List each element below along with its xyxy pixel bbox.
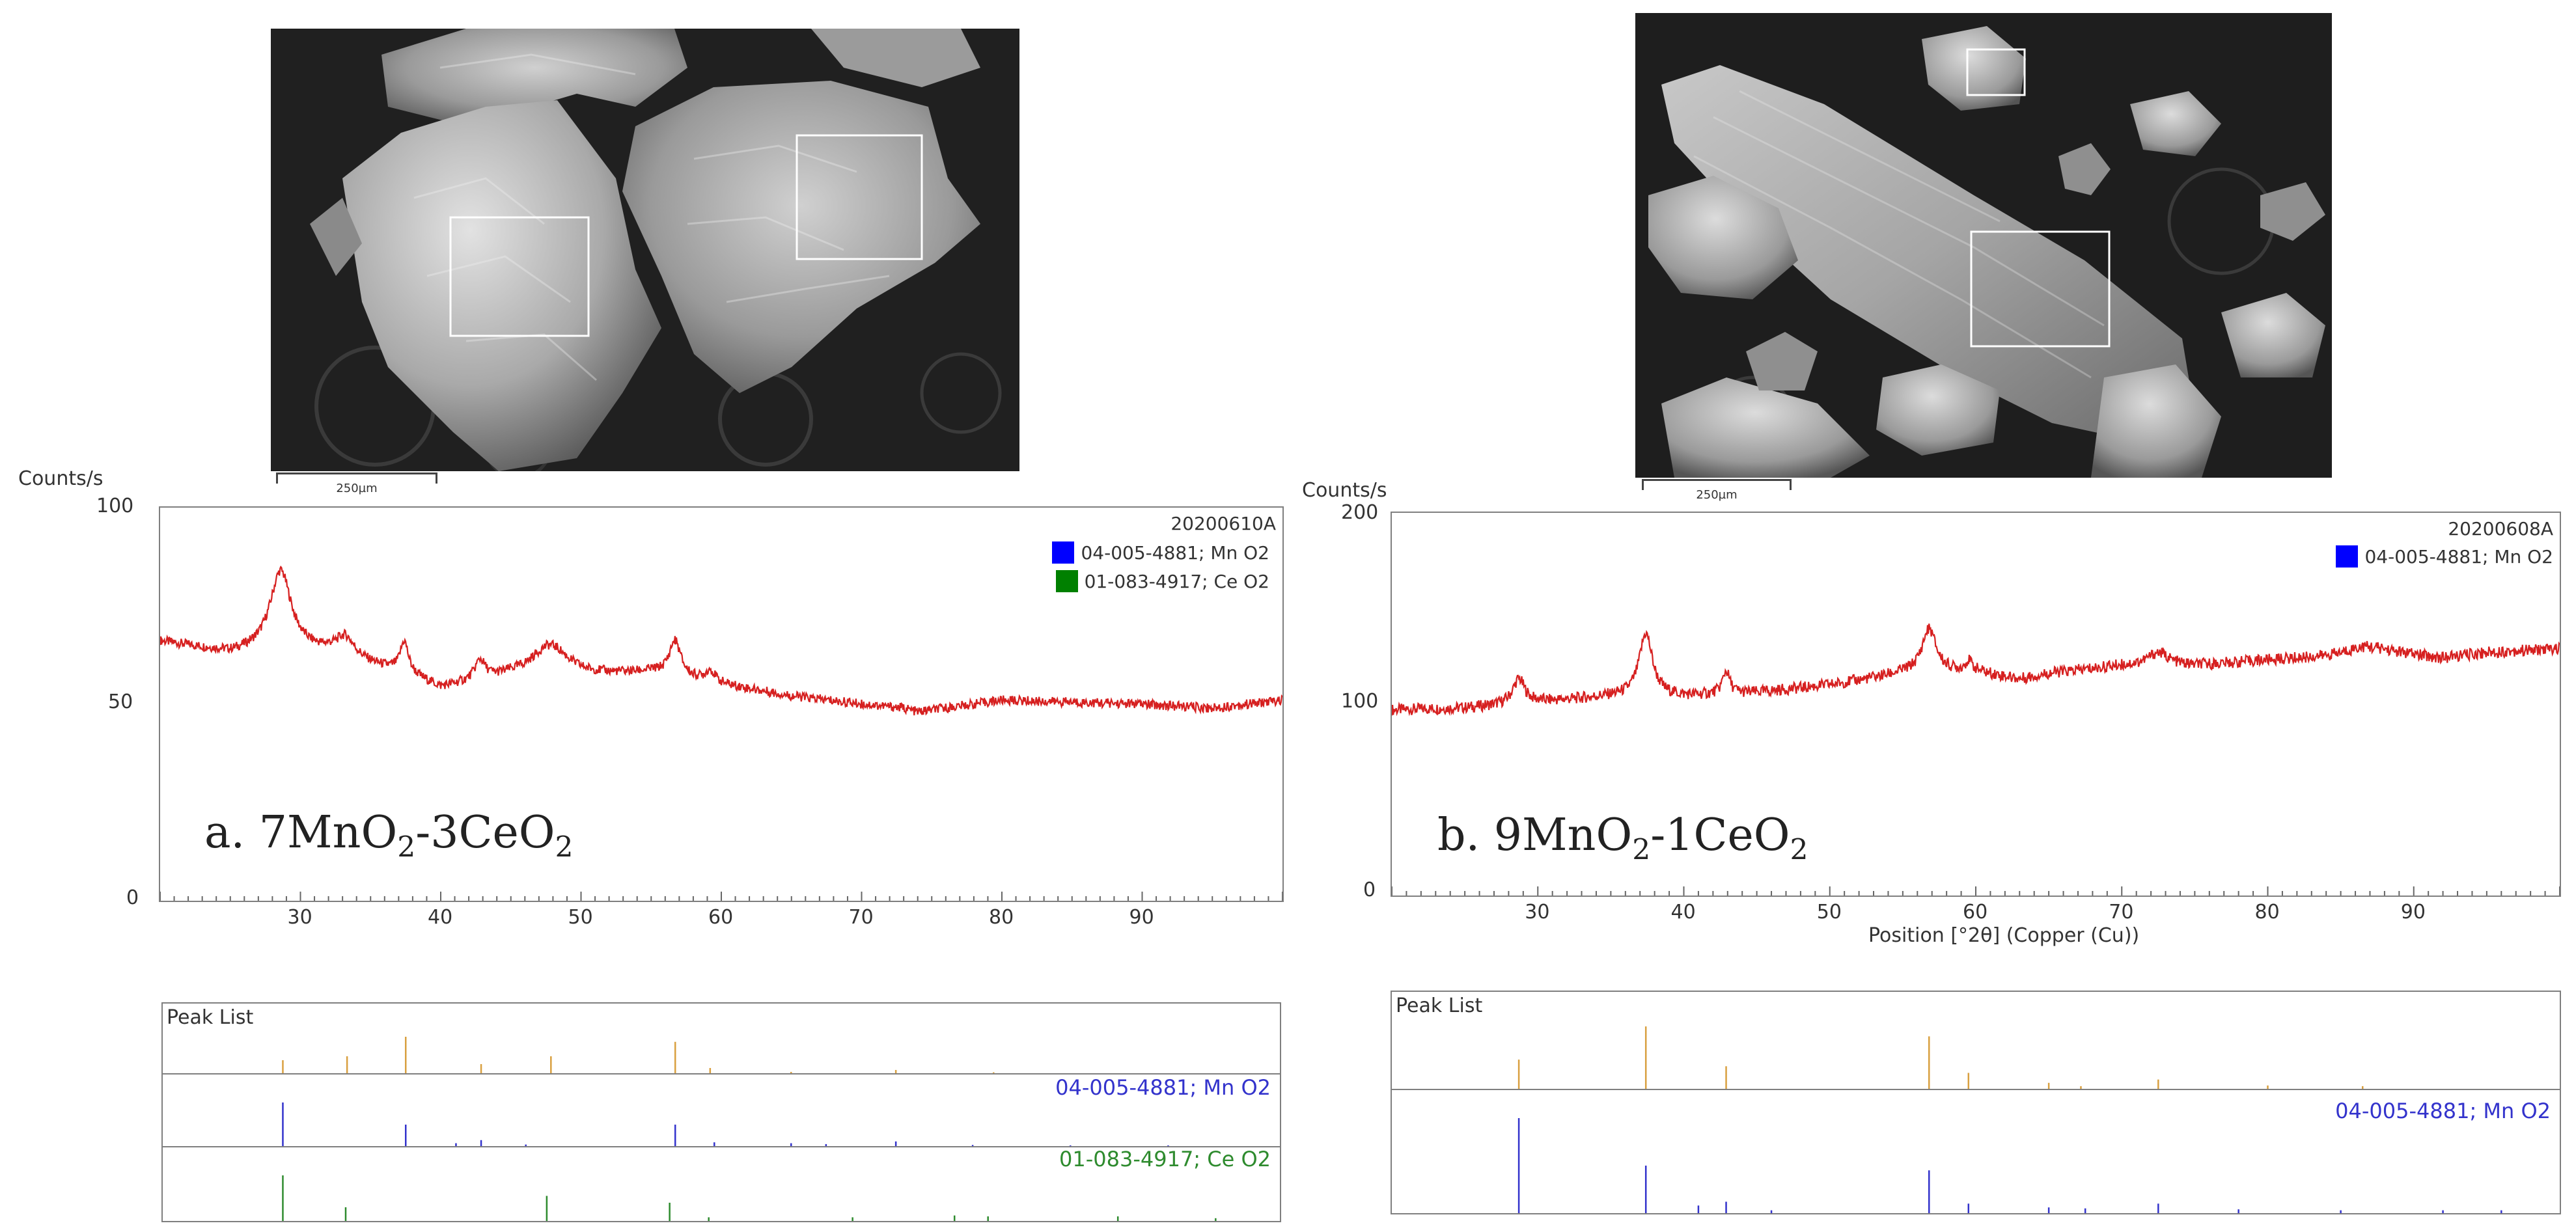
legend-item-b-mno2: 04-005-4881; Mn O2: [2336, 545, 2553, 568]
caption-a-part1: a. 7MnO: [204, 807, 398, 858]
caption-a: a. 7MnO2-3CeO2: [204, 807, 573, 864]
x-tick-label: 50: [1816, 901, 1842, 924]
x-tick-label: 30: [287, 906, 312, 929]
peak-list-b: Peak List 04-005-4881; Mn O2: [1391, 991, 2561, 1214]
y-tick-a-100: 100: [96, 495, 134, 517]
particle-slab: [1661, 65, 2195, 443]
x-tick-label: 60: [1963, 901, 1988, 924]
legend-swatch-a-ceo2: [1055, 570, 1078, 592]
caption-b: b. 9MnO2-1CeO2: [1437, 810, 1808, 867]
particle-left: [342, 100, 661, 471]
particle-mid-small-3: [2260, 182, 2325, 241]
roi-box-right: [796, 134, 923, 260]
legend-swatch-a-mno2: [1052, 541, 1075, 564]
y-tick-a-50: 50: [108, 691, 133, 713]
caption-a-sub1: 2: [397, 830, 416, 864]
sem-image-a: [271, 29, 1019, 471]
peak-list-title-b: Peak List: [1396, 994, 1483, 1017]
caption-a-sub2: 2: [555, 830, 574, 864]
sample-id-b: 20200608A: [2448, 518, 2553, 540]
particle-mid-small-1: [1746, 332, 1818, 390]
sem-particles-b: [1635, 13, 2332, 478]
legend-label-b-mno2: 04-005-4881; Mn O2: [2364, 545, 2553, 568]
ref-label-b-mno2: 04-005-4881; Mn O2: [2335, 1099, 2551, 1123]
particle-bottom-mid: [1876, 364, 2000, 456]
legend-label-a-ceo2: 01-083-4917; Ce O2: [1084, 570, 1269, 592]
sem-particles-a: [271, 29, 1019, 471]
xrd-chart-b: [1391, 623, 2560, 896]
x-tick-label: 40: [428, 906, 453, 929]
x-tick-label: 90: [2400, 901, 2426, 924]
particle-right: [622, 81, 980, 393]
x-tick-label: 80: [989, 906, 1014, 929]
legend-swatch-b-mno2: [2336, 545, 2359, 568]
peak-list-chart-a: [163, 1037, 1280, 1221]
scale-bar-label-b: 250µm: [1696, 488, 1738, 502]
peak-list-a: Peak List 04-005-4881; Mn O2 01-083-4917…: [161, 1002, 1281, 1222]
x-tick-label: 80: [2254, 901, 2280, 924]
particle-right-1: [2130, 91, 2221, 156]
particle-small: [310, 198, 362, 276]
particle-far-right: [811, 29, 980, 87]
scale-bar-label-a: 250µm: [336, 482, 378, 495]
ref-label-a-ceo2: 01-083-4917; Ce O2: [1059, 1147, 1271, 1171]
particle-left-mid: [1648, 176, 1798, 299]
roi-box-small: [1966, 48, 2026, 96]
particle-top: [381, 29, 687, 126]
caption-b-sub1: 2: [1632, 833, 1651, 867]
x-tick-label: 60: [708, 906, 734, 929]
x-tick-label: 70: [848, 906, 874, 929]
legend-item-a-ceo2: 01-083-4917; Ce O2: [1055, 570, 1269, 592]
legend-item-a-mno2: 04-005-4881; Mn O2: [1052, 541, 1269, 564]
x-tick-label: 50: [568, 906, 593, 929]
scale-bar-b: 250µm: [1642, 479, 1792, 505]
particle-right-2: [2221, 293, 2325, 377]
xrd-series-line: [159, 565, 1283, 716]
y-tick-b-100: 100: [1341, 690, 1379, 713]
peak-list-title-a: Peak List: [167, 1006, 254, 1029]
legend-label-a-mno2: 04-005-4881; Mn O2: [1081, 541, 1269, 564]
particle-bottom-left: [1661, 377, 1870, 478]
x-tick-label: 30: [1525, 901, 1550, 924]
sample-id-a: 20200610A: [1170, 513, 1276, 534]
y-axis-label-a: Counts/s: [18, 467, 104, 490]
y-tick-a-0: 0: [126, 886, 139, 909]
x-tick-label: 40: [1670, 901, 1696, 924]
caption-b-part2: -1CeO: [1650, 810, 1790, 861]
x-axis-title-b: Position [°2θ] (Copper (Cu)): [1868, 924, 2140, 947]
y-tick-b-0: 0: [1363, 879, 1376, 901]
caption-b-sub2: 2: [1790, 833, 1808, 867]
x-tick-label: 90: [1129, 906, 1154, 929]
particle-top-small: [1922, 26, 2026, 111]
sem-image-b: [1635, 13, 2332, 478]
xrd-chart-a: [159, 565, 1283, 901]
xrd-plot-a: 20200610A 04-005-4881; Mn O2 01-083-4917…: [159, 506, 1284, 902]
caption-a-part2: -3CeO: [415, 807, 555, 858]
y-tick-b-200: 200: [1341, 501, 1379, 524]
peak-list-chart-b: [1392, 1026, 2560, 1213]
roi-box-large: [1970, 230, 2111, 348]
x-tick-label: 70: [2109, 901, 2134, 924]
particle-mid-small-2: [2058, 143, 2111, 195]
ref-label-a-mno2: 04-005-4881; Mn O2: [1055, 1075, 1271, 1100]
caption-b-part1: b. 9MnO: [1437, 810, 1633, 861]
roi-box-left: [449, 216, 590, 337]
xrd-series-line: [1391, 623, 2560, 717]
scale-bar-a: 250µm: [276, 472, 437, 499]
y-axis-label-b: Counts/s: [1302, 479, 1387, 502]
xrd-plot-b: 20200608A 04-005-4881; Mn O2 b. 9MnO2-1C…: [1391, 512, 2561, 897]
particle-bottom-right: [2091, 364, 2221, 478]
